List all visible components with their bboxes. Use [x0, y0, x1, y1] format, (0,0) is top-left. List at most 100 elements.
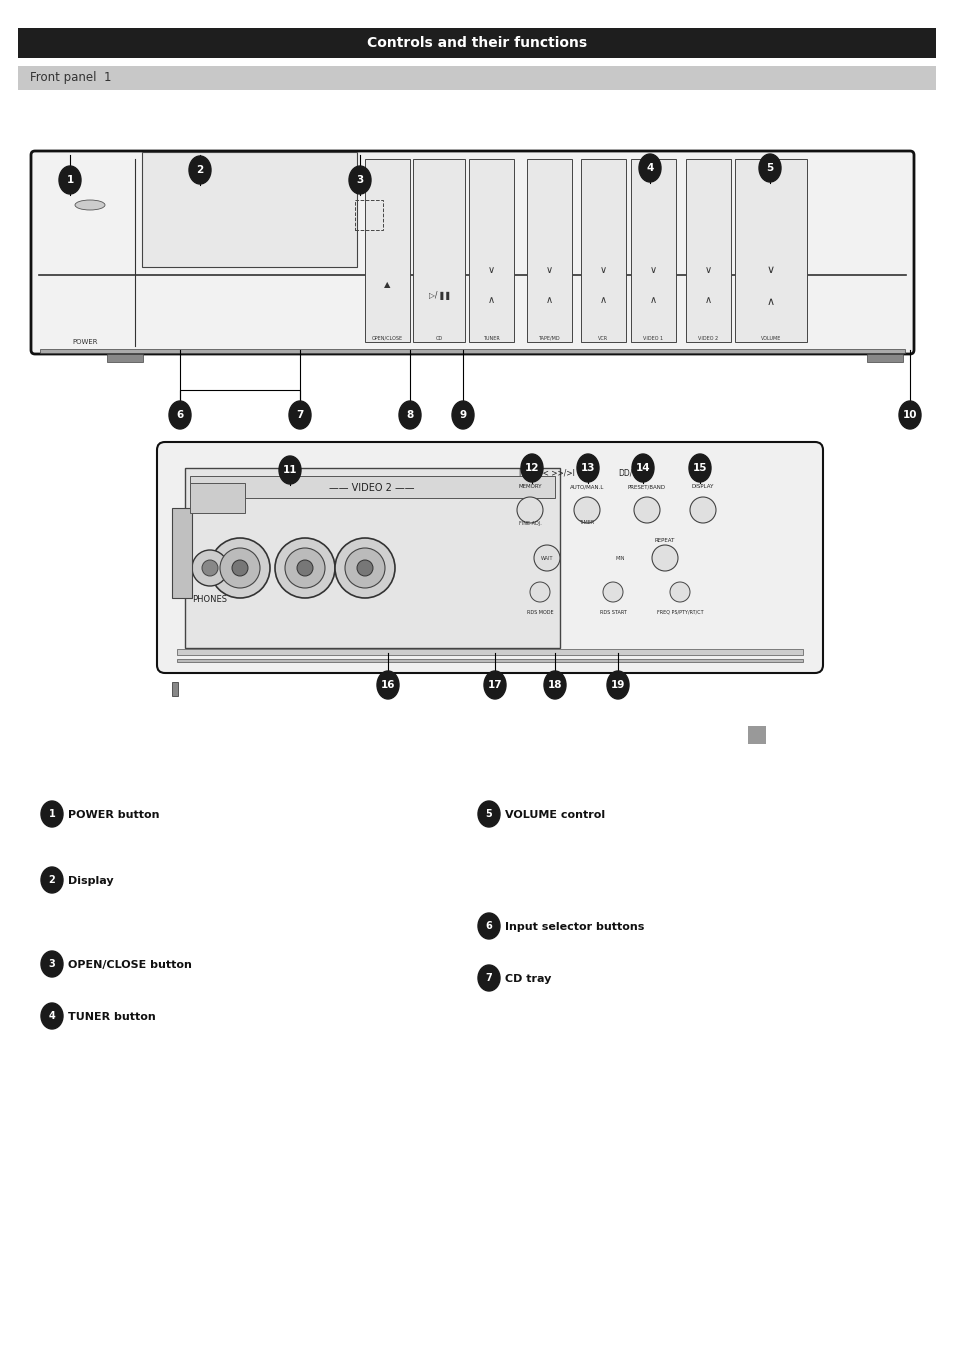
- Ellipse shape: [75, 200, 105, 209]
- Ellipse shape: [477, 801, 499, 827]
- Text: TIMER: TIMER: [578, 520, 594, 526]
- Circle shape: [530, 582, 550, 603]
- Text: ∨: ∨: [649, 265, 656, 276]
- Text: ▷/▐▐: ▷/▐▐: [429, 290, 449, 300]
- Text: PHONES: PHONES: [193, 596, 227, 604]
- Circle shape: [669, 582, 689, 603]
- Ellipse shape: [543, 671, 565, 698]
- Text: OPEN/CLOSE: OPEN/CLOSE: [371, 335, 402, 340]
- Bar: [142, 153, 356, 267]
- Text: ∨: ∨: [766, 265, 774, 276]
- Ellipse shape: [278, 457, 301, 484]
- Text: DD/>DI: DD/>DI: [618, 469, 647, 477]
- Bar: [365, 159, 410, 342]
- Bar: [172, 508, 192, 598]
- Text: PUSH OPEN: PUSH OPEN: [174, 223, 207, 227]
- Circle shape: [651, 544, 678, 571]
- Ellipse shape: [631, 454, 654, 482]
- Text: 4: 4: [49, 1011, 55, 1021]
- Ellipse shape: [41, 951, 63, 977]
- Ellipse shape: [59, 166, 81, 195]
- Bar: [177, 648, 802, 655]
- Circle shape: [534, 544, 559, 571]
- Text: CD: CD: [435, 335, 442, 340]
- Text: 11: 11: [282, 465, 297, 476]
- Text: ∨: ∨: [545, 265, 552, 276]
- Ellipse shape: [477, 965, 499, 992]
- Text: 5: 5: [485, 809, 492, 819]
- Text: YAMAHA: YAMAHA: [170, 249, 236, 262]
- Circle shape: [335, 538, 395, 598]
- Circle shape: [345, 549, 385, 588]
- Text: 12: 12: [524, 463, 538, 473]
- Text: 16: 16: [380, 680, 395, 690]
- Ellipse shape: [477, 913, 499, 939]
- Text: VIDEO 2: VIDEO 2: [698, 335, 718, 340]
- Text: RDS MODE: RDS MODE: [526, 609, 553, 615]
- Text: ∧: ∧: [766, 297, 774, 307]
- Text: 9: 9: [459, 409, 466, 420]
- Ellipse shape: [577, 454, 598, 482]
- Text: DISPLAY: DISPLAY: [691, 485, 714, 489]
- Circle shape: [602, 582, 622, 603]
- Bar: [185, 467, 559, 648]
- Bar: [685, 159, 730, 342]
- Ellipse shape: [520, 454, 542, 482]
- Text: 14: 14: [635, 463, 650, 473]
- Text: ∧: ∧: [545, 295, 552, 305]
- Bar: [866, 354, 902, 362]
- Text: REPEAT: REPEAT: [654, 538, 675, 543]
- Text: ∧: ∧: [487, 295, 494, 305]
- Circle shape: [232, 561, 248, 576]
- Bar: [177, 659, 802, 662]
- Text: ∧: ∧: [649, 295, 656, 305]
- Text: 5: 5: [765, 163, 773, 173]
- Text: ∧: ∧: [703, 295, 711, 305]
- Circle shape: [689, 497, 716, 523]
- Text: POWER: POWER: [72, 339, 97, 345]
- Circle shape: [356, 561, 373, 576]
- Circle shape: [517, 497, 542, 523]
- Text: TUNER: TUNER: [482, 335, 498, 340]
- Circle shape: [210, 538, 270, 598]
- Ellipse shape: [376, 671, 398, 698]
- Text: MIN: MIN: [615, 555, 624, 561]
- Ellipse shape: [452, 401, 474, 430]
- Circle shape: [192, 550, 228, 586]
- Text: Input selector buttons: Input selector buttons: [504, 921, 643, 932]
- Ellipse shape: [289, 401, 311, 430]
- Text: VOLUME: VOLUME: [760, 335, 781, 340]
- Ellipse shape: [41, 867, 63, 893]
- Text: ∨: ∨: [487, 265, 494, 276]
- Ellipse shape: [189, 155, 211, 184]
- Text: 10: 10: [902, 409, 916, 420]
- Text: ∨: ∨: [598, 265, 606, 276]
- Text: VCR: VCR: [598, 335, 607, 340]
- Bar: [355, 200, 382, 230]
- FancyBboxPatch shape: [157, 442, 822, 673]
- Text: 18: 18: [547, 680, 561, 690]
- Ellipse shape: [398, 401, 420, 430]
- Text: ∧: ∧: [598, 295, 606, 305]
- Bar: [190, 476, 555, 499]
- Ellipse shape: [688, 454, 710, 482]
- Ellipse shape: [759, 154, 781, 182]
- Text: WAIT: WAIT: [540, 555, 553, 561]
- Circle shape: [296, 561, 313, 576]
- Circle shape: [220, 549, 260, 588]
- Text: 17: 17: [487, 680, 502, 690]
- Text: 2: 2: [49, 875, 55, 885]
- Text: 6: 6: [176, 409, 183, 420]
- Text: 4: 4: [645, 163, 653, 173]
- Text: POWER button: POWER button: [68, 811, 159, 820]
- Text: 1: 1: [67, 176, 73, 185]
- Text: TAPE/MD: TAPE/MD: [537, 335, 559, 340]
- Text: —— VIDEO 2 ——: —— VIDEO 2 ——: [329, 484, 415, 493]
- Bar: [413, 159, 464, 342]
- Ellipse shape: [606, 671, 628, 698]
- Text: 3: 3: [49, 959, 55, 969]
- Text: 7: 7: [485, 973, 492, 984]
- Text: I<</<< >>/>I: I<</<< >>/>I: [518, 469, 575, 477]
- Text: Front panel  1: Front panel 1: [30, 72, 112, 85]
- Bar: [469, 159, 514, 342]
